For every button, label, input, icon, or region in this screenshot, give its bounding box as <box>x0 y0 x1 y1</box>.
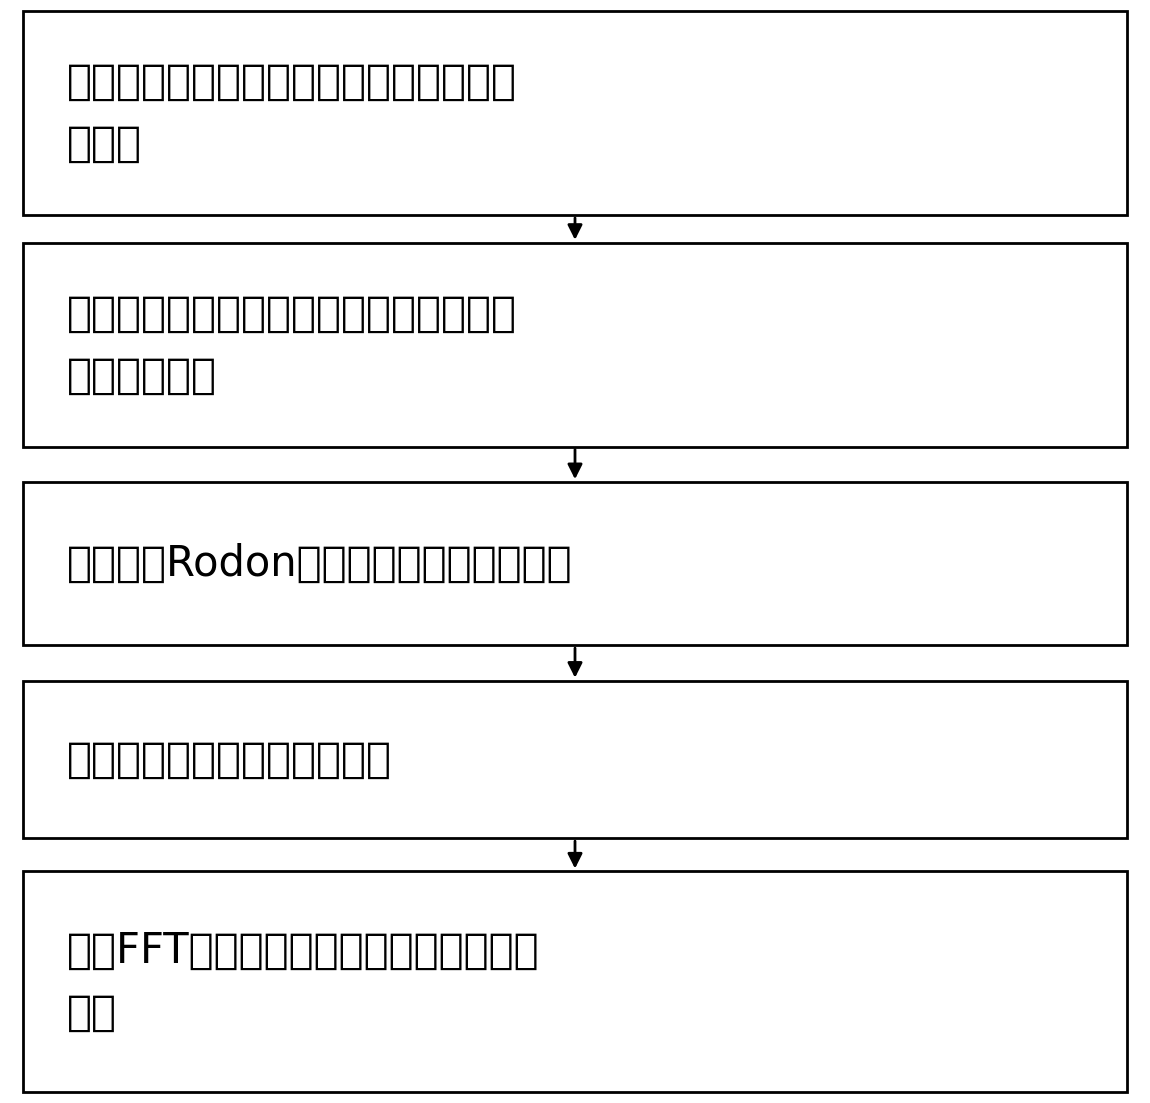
Text: 把一路信号当作参考信号，对另一路信号
实现脉冲压缩: 把一路信号当作参考信号，对另一路信号 实现脉冲压缩 <box>67 292 516 397</box>
FancyBboxPatch shape <box>23 482 1127 645</box>
Text: 利用FFT实现目标在快时间和慢时间维的
积累: 利用FFT实现目标在快时间和慢时间维的 积累 <box>67 930 539 1034</box>
FancyBboxPatch shape <box>23 871 1127 1092</box>
FancyBboxPatch shape <box>23 11 1127 215</box>
Text: 利用参数估计结果，补偿相位: 利用参数估计结果，补偿相位 <box>67 738 392 781</box>
Text: 借助广义Rodon变换，实现目标参数估计: 借助广义Rodon变换，实现目标参数估计 <box>67 543 573 585</box>
FancyBboxPatch shape <box>23 243 1127 447</box>
Text: 两路接收机对目标辐射源信号进行时间同
步采集: 两路接收机对目标辐射源信号进行时间同 步采集 <box>67 61 516 165</box>
FancyBboxPatch shape <box>23 681 1127 838</box>
